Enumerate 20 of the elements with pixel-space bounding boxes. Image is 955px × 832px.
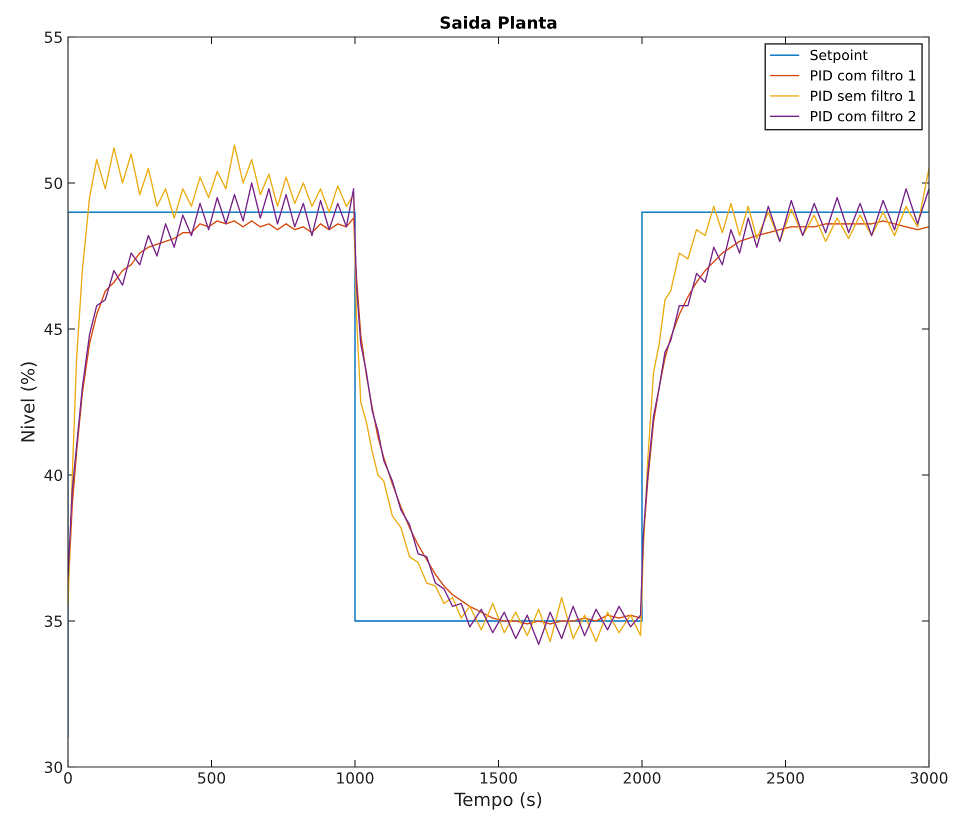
x-tick-label: 1000 [337, 772, 374, 784]
chart-title: Saida Planta [440, 16, 556, 29]
legend-label: PID sem filtro 1 [811, 90, 915, 102]
x-tick-label: 1500 [480, 772, 517, 784]
x-tick-label: 0 [64, 772, 72, 784]
legend-label: Setpoint [810, 50, 868, 63]
x-tick-label: 2500 [767, 772, 804, 784]
y-axis-title: Nivel (%) [20, 362, 37, 442]
x-tick-label: 500 [198, 772, 226, 784]
legend-label: PID com filtro 2 [811, 110, 916, 122]
y-tick-label: 50 [44, 177, 62, 190]
y-tick-label: 40 [44, 469, 62, 482]
y-tick-label: 30 [44, 761, 62, 774]
x-tick-label: 3000 [910, 772, 948, 784]
y-tick-label: 45 [44, 324, 62, 336]
x-axis-title: Tempo (s) [454, 792, 542, 810]
x-tick-label: 2000 [624, 772, 660, 784]
y-tick-label: 55 [44, 32, 62, 44]
legend-label: PID com filtro 1 [811, 70, 916, 81]
y-tick-label: 35 [44, 615, 62, 628]
